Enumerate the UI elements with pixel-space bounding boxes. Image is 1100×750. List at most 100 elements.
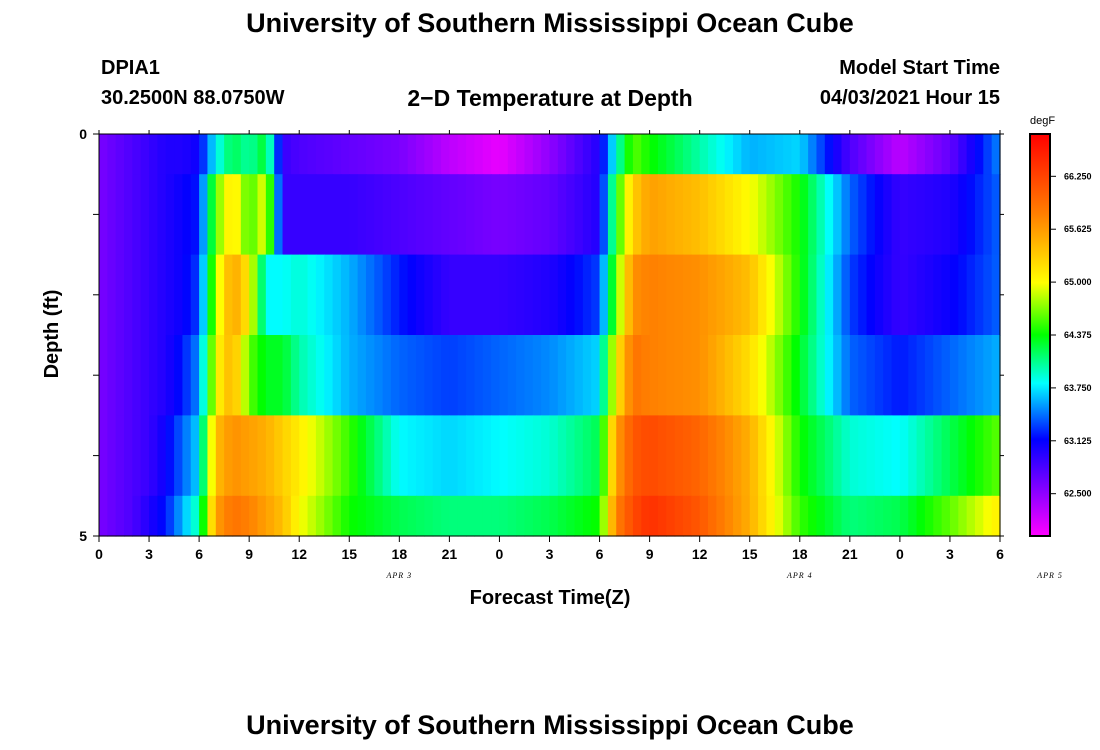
heatmap-cell (516, 415, 526, 497)
heatmap-cell (140, 415, 150, 497)
heatmap-cell (374, 495, 384, 537)
heatmap-cell (224, 254, 234, 336)
heatmap-cell (149, 335, 158, 416)
heatmap-cell (165, 495, 175, 537)
y-tick-label: 5 (79, 528, 87, 544)
heatmap-cell (708, 254, 717, 336)
heatmap-cell (199, 495, 209, 537)
heatmap-cell (741, 174, 751, 256)
heatmap-cell (899, 174, 909, 256)
heatmap-cell (791, 254, 801, 336)
heatmap-cell (282, 415, 292, 497)
heatmap-cell (841, 415, 851, 497)
heatmap-cell (491, 134, 501, 175)
heatmap-cell (382, 174, 392, 256)
heatmap-cell (749, 254, 759, 336)
colorbar-tick-label: 65.625 (1064, 224, 1092, 234)
heatmap-cell (666, 134, 676, 175)
heatmap-cell (549, 174, 559, 256)
x-tick-label: 6 (195, 546, 203, 562)
heatmap-cell (215, 254, 225, 336)
heatmap-cell (933, 174, 943, 256)
heatmap-cell (874, 134, 884, 175)
heatmap-cell (582, 335, 592, 416)
heatmap-cell (899, 495, 909, 537)
heatmap-cell (691, 254, 701, 336)
heatmap-cell (507, 174, 517, 256)
heatmap-cell (941, 174, 951, 256)
heatmap-cell (849, 174, 859, 256)
heatmap-cell (157, 174, 167, 256)
heatmap-cell (274, 415, 284, 497)
heatmap-cell (466, 415, 476, 497)
heatmap-cell (357, 134, 367, 175)
heatmap-cell (474, 174, 484, 256)
heatmap-cell (783, 415, 793, 497)
heatmap-cell (682, 174, 692, 256)
heatmap-cell (849, 415, 859, 497)
heatmap-cell (399, 495, 409, 537)
heatmap-cell (482, 415, 492, 497)
heatmap-cell (541, 254, 551, 336)
x-tick-label: 15 (341, 546, 357, 562)
heatmap-cell (766, 254, 776, 336)
heatmap-cell (340, 415, 350, 497)
heatmap-cell (783, 134, 793, 175)
heatmap-cell (299, 254, 309, 336)
heatmap-cell (724, 495, 734, 537)
heatmap-cell (299, 335, 309, 416)
heatmap-cell (349, 335, 359, 416)
heatmap-cell (557, 415, 567, 497)
heatmap-cell (474, 335, 484, 416)
heatmap-cell (758, 134, 767, 175)
heatmap-cell (349, 495, 359, 537)
date-label: APR 5 (1036, 571, 1063, 580)
heatmap-cell (808, 415, 818, 497)
heatmap-cell (257, 495, 267, 537)
heatmap-cell (124, 254, 133, 336)
heatmap-cell (491, 335, 501, 416)
heatmap-cell (324, 415, 334, 497)
heatmap-cell (407, 335, 417, 416)
heatmap-cell (457, 495, 467, 537)
heatmap-cell (507, 254, 517, 336)
heatmap-cell (257, 134, 267, 175)
heatmap-cell (416, 495, 425, 537)
heatmap-cell (132, 134, 142, 175)
heatmap-cell (232, 495, 242, 537)
heatmap-cell (641, 134, 651, 175)
heatmap-cell (265, 495, 275, 537)
heatmap-cell (749, 174, 759, 256)
heatmap-cell (866, 174, 876, 256)
heatmap-cell (733, 415, 742, 497)
color-scale-bar: degF 62.500 63.125 63.750 64.375 65.000 65.62… (1029, 115, 1092, 537)
heatmap-cell (841, 174, 851, 256)
heatmap-cell (432, 495, 442, 537)
heatmap-cell (974, 335, 984, 416)
date-label: APR 4 (786, 571, 813, 580)
heatmap-cell (541, 495, 551, 537)
heatmap-cell (657, 134, 667, 175)
heatmap-cell (207, 415, 217, 497)
heatmap-cell (516, 335, 526, 416)
heatmap-cell (824, 134, 834, 175)
heatmap-cell (424, 415, 434, 497)
heatmap-cell (332, 174, 342, 256)
heatmap-cell (599, 495, 609, 537)
heatmap-cell (374, 415, 384, 497)
heatmap-cell (357, 254, 367, 336)
heatmap-cell (491, 174, 501, 256)
heatmap-cell (265, 174, 275, 256)
heatmap-cell (974, 495, 984, 537)
heatmap-cell (524, 335, 534, 416)
heatmap-cell (983, 134, 993, 175)
colorbar-tick-label: 65.000 (1064, 277, 1092, 287)
heatmap-cell (307, 495, 317, 537)
y-axis-title: Depth (ft) (41, 290, 63, 379)
heatmap-cell (624, 335, 634, 416)
heatmap-cell (883, 134, 893, 175)
heatmap-cell (215, 415, 225, 497)
heatmap-cell (958, 134, 968, 175)
x-tick-label: 3 (145, 546, 153, 562)
heatmap-cell (466, 495, 476, 537)
